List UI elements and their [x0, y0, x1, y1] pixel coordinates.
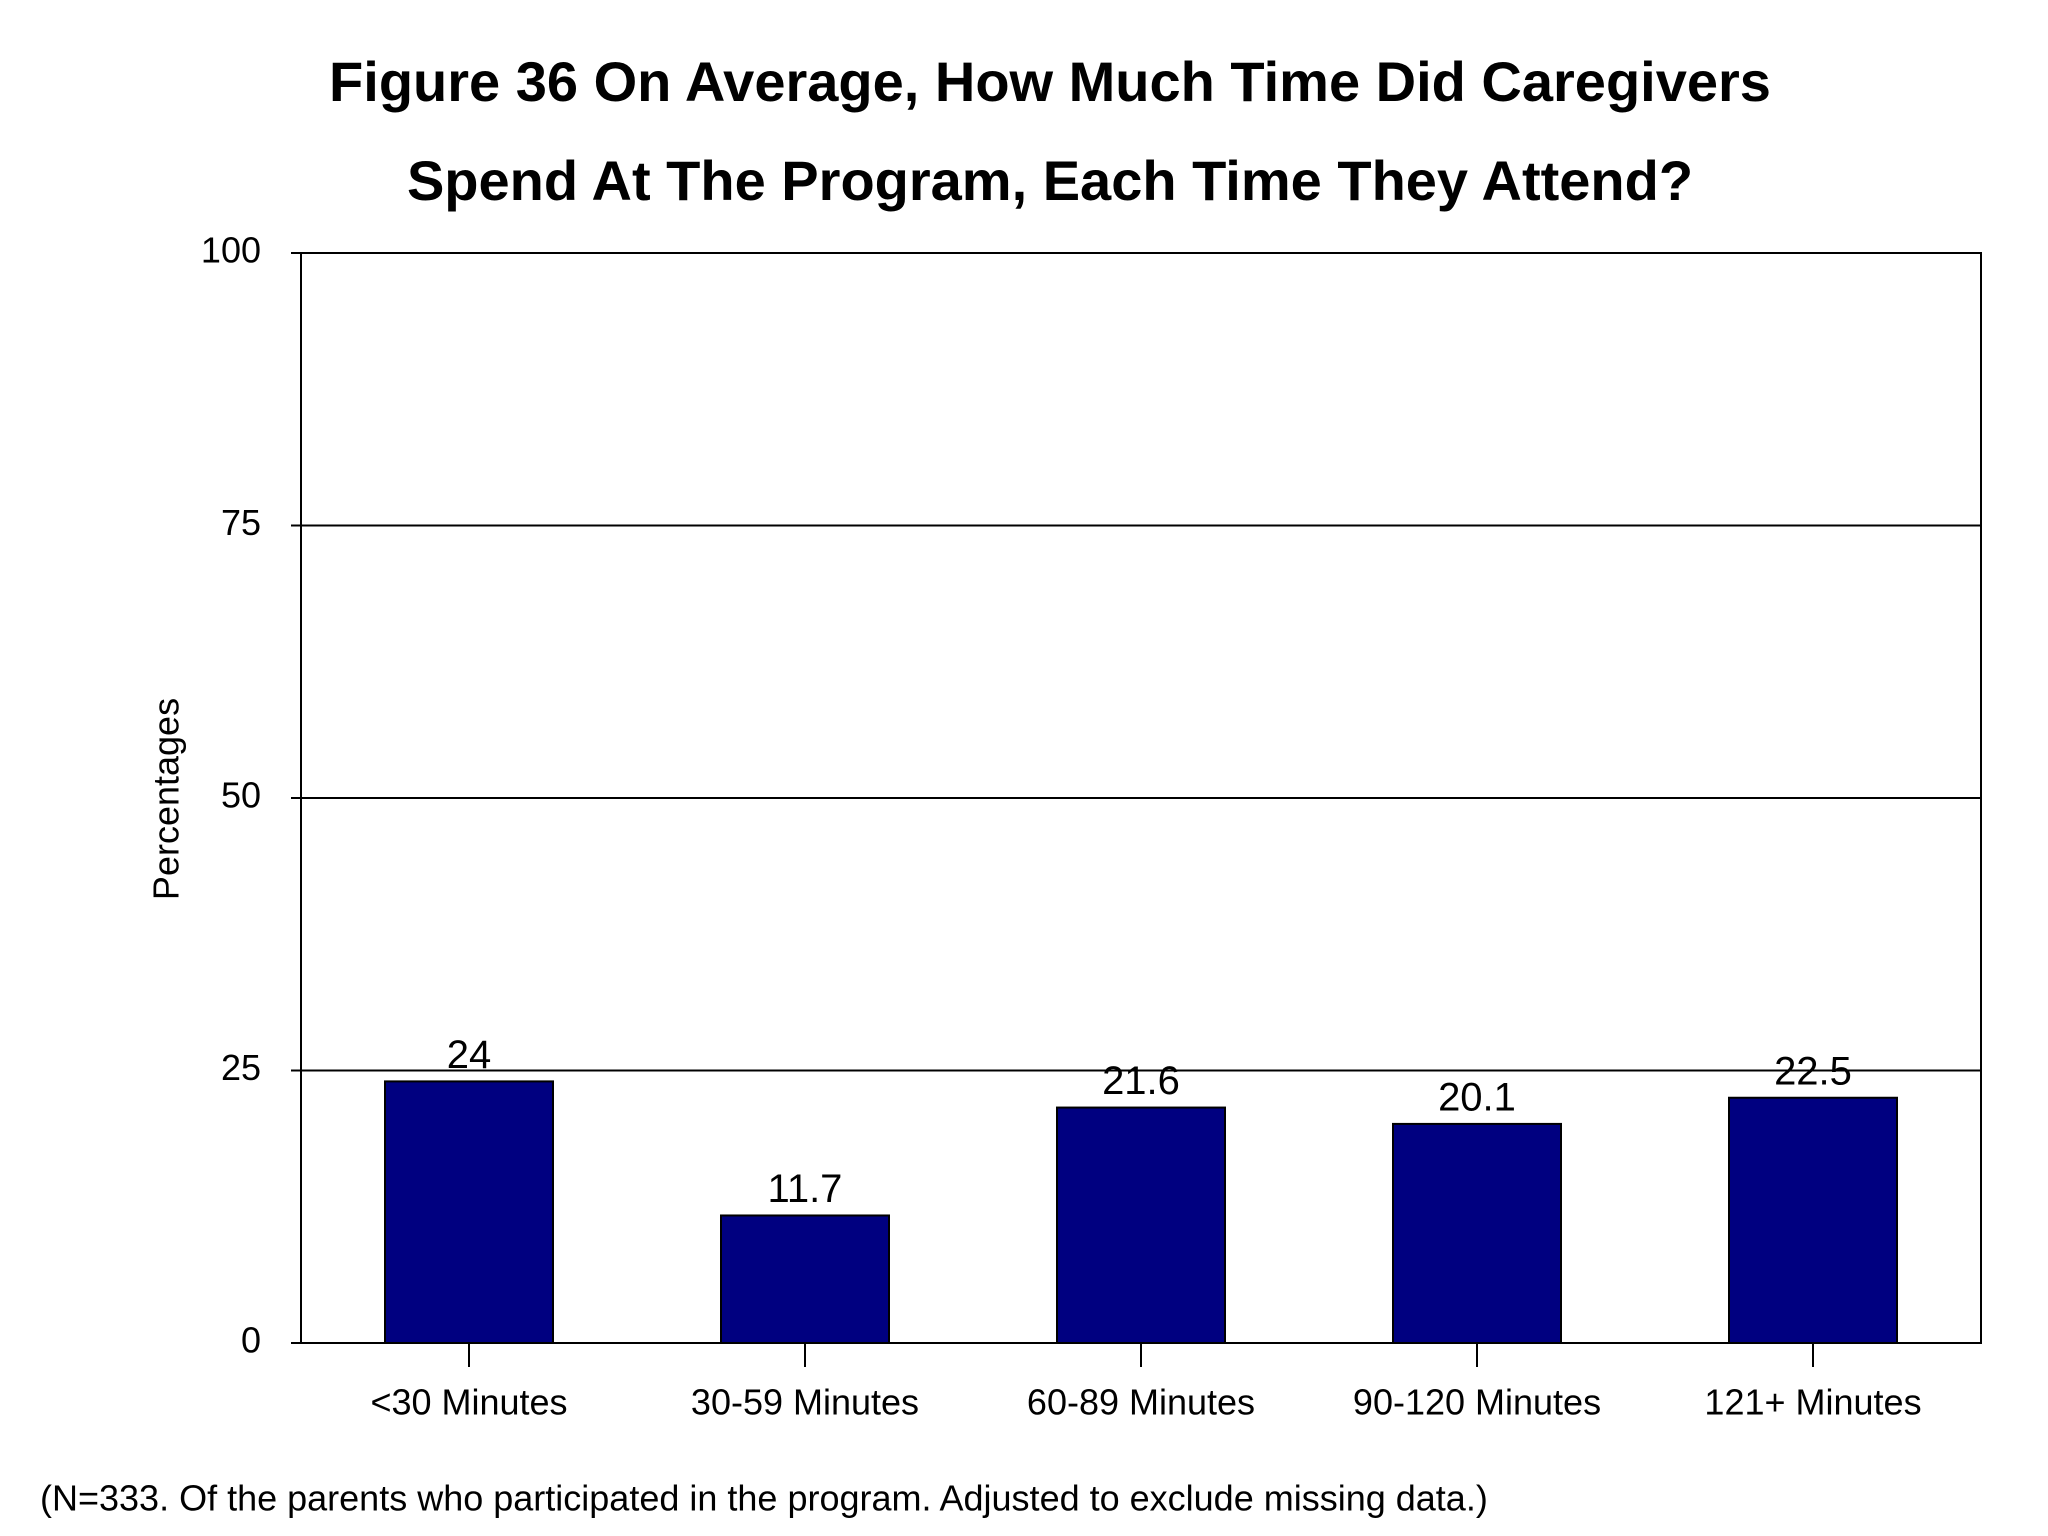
chart-title: Spend At The Program, Each Time They Att… — [407, 149, 1693, 212]
y-tick-label: 100 — [201, 230, 261, 271]
bar — [1728, 1096, 1898, 1344]
x-tick-label: 30-59 Minutes — [691, 1382, 919, 1423]
bar — [384, 1080, 554, 1345]
x-tick-label: 90-120 Minutes — [1353, 1382, 1601, 1423]
bar — [1056, 1106, 1226, 1345]
y-tick-label: 75 — [221, 502, 261, 543]
footnote: (N=333. Of the parents who participated … — [40, 1478, 1488, 1519]
value-label: 22.5 — [1774, 1049, 1852, 1093]
value-label: 21.6 — [1102, 1059, 1180, 1103]
x-tick-label: 60-89 Minutes — [1027, 1382, 1255, 1423]
bar — [1392, 1122, 1562, 1345]
value-label: 20.1 — [1438, 1075, 1516, 1119]
value-label: 11.7 — [768, 1167, 843, 1211]
y-tick-label: 25 — [221, 1047, 261, 1088]
x-tick-label: 121+ Minutes — [1704, 1382, 1921, 1423]
y-axis-label: Percentages — [146, 698, 187, 900]
value-label: 24 — [447, 1033, 492, 1077]
y-tick-label: 50 — [221, 775, 261, 816]
x-tick-label: <30 Minutes — [370, 1382, 567, 1423]
bar — [720, 1214, 890, 1344]
y-tick-label: 0 — [241, 1320, 261, 1361]
chart-title: Figure 36 On Average, How Much Time Did … — [329, 50, 1771, 113]
